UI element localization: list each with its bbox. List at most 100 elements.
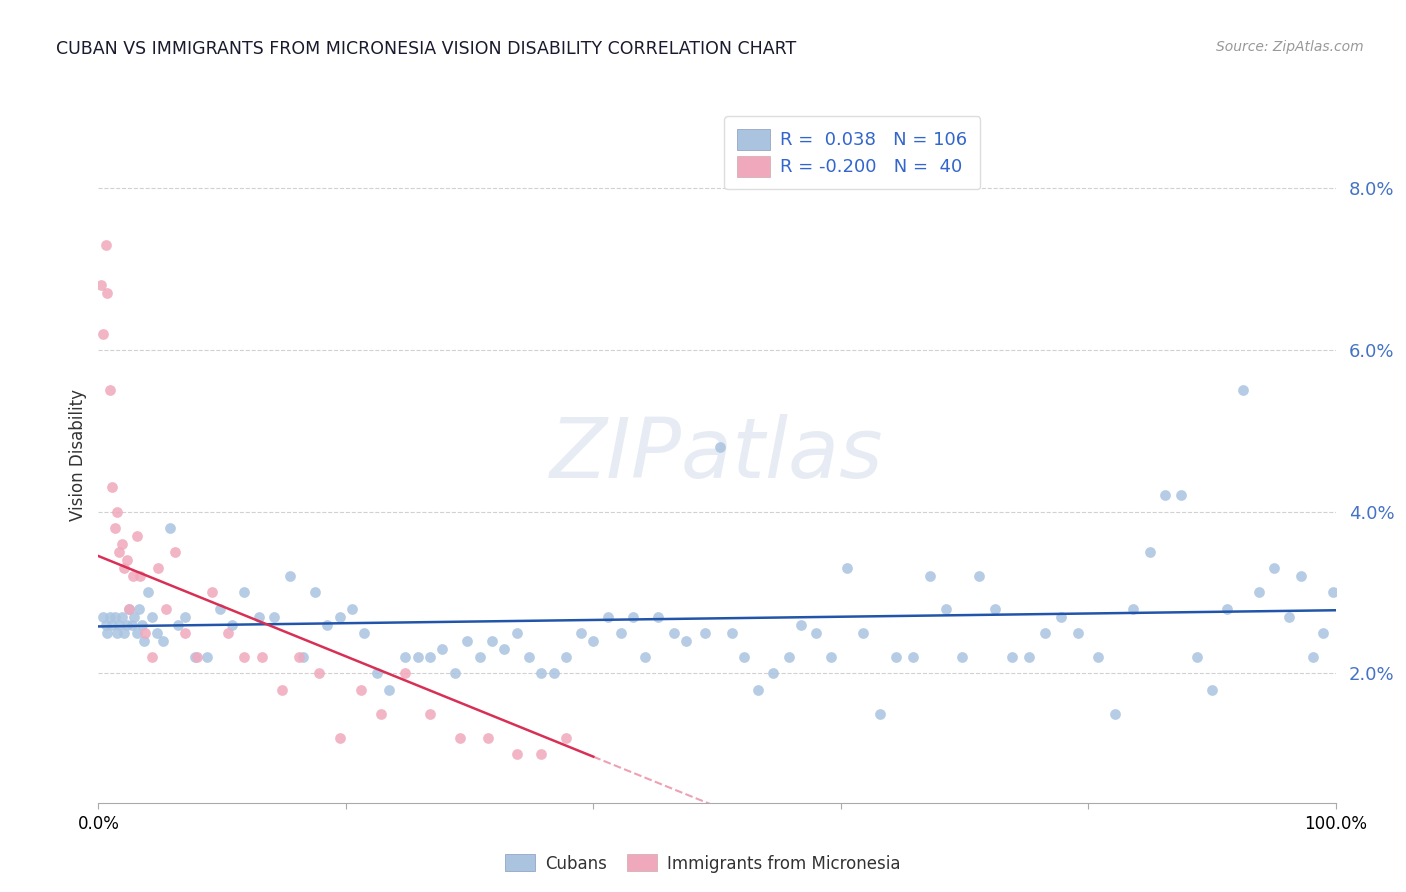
Point xyxy=(186,650,208,665)
Point xyxy=(901,650,924,665)
Point xyxy=(582,634,605,648)
Point xyxy=(304,585,326,599)
Point xyxy=(804,626,827,640)
Point xyxy=(124,609,146,624)
Point xyxy=(869,706,891,721)
Point xyxy=(555,731,578,745)
Point xyxy=(250,650,273,665)
Point xyxy=(886,650,908,665)
Point xyxy=(112,626,135,640)
Point xyxy=(125,529,148,543)
Point xyxy=(406,650,429,665)
Point xyxy=(721,626,744,640)
Point xyxy=(288,650,311,665)
Point xyxy=(136,585,159,599)
Point xyxy=(98,383,121,397)
Point xyxy=(103,521,125,535)
Point xyxy=(394,650,416,665)
Point xyxy=(662,626,685,640)
Point xyxy=(1185,650,1208,665)
Point xyxy=(1104,706,1126,721)
Point xyxy=(555,650,578,665)
Point xyxy=(208,601,231,615)
Point xyxy=(481,634,503,648)
Point xyxy=(174,626,197,640)
Point xyxy=(263,609,285,624)
Point xyxy=(1018,650,1040,665)
Text: Source: ZipAtlas.com: Source: ZipAtlas.com xyxy=(1216,40,1364,54)
Point xyxy=(105,626,128,640)
Point xyxy=(530,747,553,762)
Point xyxy=(115,553,138,567)
Point xyxy=(984,601,1007,615)
Point xyxy=(477,731,499,745)
Point xyxy=(432,642,454,657)
Point xyxy=(270,682,292,697)
Point xyxy=(118,601,141,615)
Point xyxy=(733,650,755,665)
Point xyxy=(93,326,115,341)
Point xyxy=(1000,650,1022,665)
Point xyxy=(543,666,565,681)
Point xyxy=(394,666,416,681)
Point xyxy=(121,617,143,632)
Point xyxy=(449,731,471,745)
Point xyxy=(505,626,527,640)
Point xyxy=(366,666,388,681)
Point xyxy=(146,561,169,575)
Point xyxy=(145,626,167,640)
Legend: R =  0.038   N = 106, R = -0.200   N =  40: R = 0.038 N = 106, R = -0.200 N = 40 xyxy=(724,116,980,189)
Point xyxy=(308,666,330,681)
Point xyxy=(505,747,527,762)
Point xyxy=(108,617,131,632)
Point xyxy=(609,626,631,640)
Point xyxy=(165,545,187,559)
Point xyxy=(790,617,813,632)
Point xyxy=(443,666,465,681)
Point xyxy=(221,617,243,632)
Point xyxy=(569,626,592,640)
Point xyxy=(103,609,125,624)
Point xyxy=(530,666,553,681)
Y-axis label: Vision Disability: Vision Disability xyxy=(69,389,87,521)
Point xyxy=(1263,561,1285,575)
Point xyxy=(201,585,224,599)
Point xyxy=(247,609,270,624)
Point xyxy=(166,617,188,632)
Point xyxy=(419,650,441,665)
Point xyxy=(105,504,128,518)
Point xyxy=(456,634,478,648)
Point xyxy=(778,650,800,665)
Point xyxy=(233,650,256,665)
Point xyxy=(128,601,150,615)
Point xyxy=(233,585,256,599)
Point xyxy=(174,609,197,624)
Point xyxy=(835,561,858,575)
Point xyxy=(419,706,441,721)
Point xyxy=(184,650,207,665)
Point xyxy=(329,609,352,624)
Point xyxy=(329,731,352,745)
Point xyxy=(122,569,145,583)
Point xyxy=(468,650,491,665)
Point xyxy=(1067,626,1090,640)
Point xyxy=(316,617,339,632)
Text: ZIPatlas: ZIPatlas xyxy=(550,415,884,495)
Point xyxy=(1278,609,1301,624)
Point xyxy=(134,626,156,640)
Point xyxy=(93,609,115,624)
Point xyxy=(1170,488,1192,502)
Point xyxy=(1154,488,1177,502)
Point xyxy=(108,545,131,559)
Point xyxy=(101,480,124,494)
Point xyxy=(1087,650,1109,665)
Point xyxy=(1216,601,1239,615)
Point xyxy=(820,650,842,665)
Point xyxy=(118,601,141,615)
Point xyxy=(291,650,314,665)
Point xyxy=(1232,383,1254,397)
Point xyxy=(969,569,991,583)
Point xyxy=(950,650,973,665)
Point xyxy=(98,609,121,624)
Point xyxy=(96,286,118,301)
